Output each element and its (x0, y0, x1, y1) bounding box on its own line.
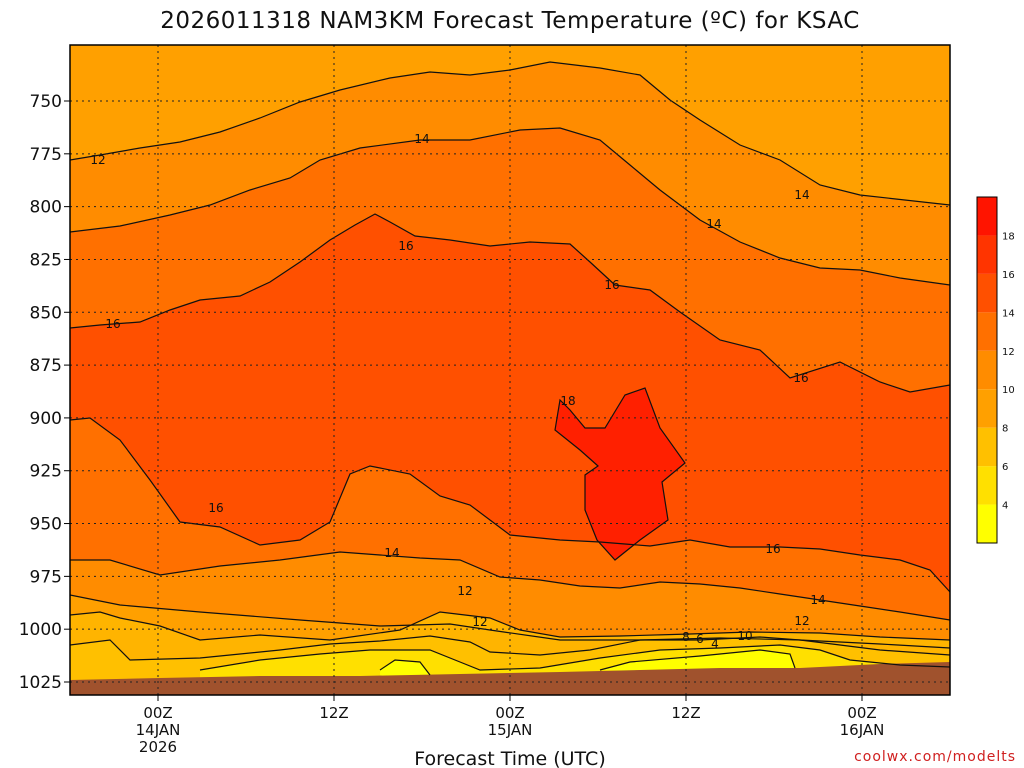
colorbar-swatch (977, 504, 997, 543)
y-tick-label: 975 (30, 567, 62, 587)
x-tick-label: 15JAN (488, 721, 533, 739)
contour-line-14-upper (70, 127, 950, 286)
colorbar-swatch (977, 197, 997, 236)
contour-label: 14 (384, 546, 399, 560)
colorbar-tick-label: 6 (1002, 462, 1008, 473)
contour-label: 14 (794, 188, 809, 202)
contour-label: 6 (696, 632, 704, 646)
x-tick-label: 12Z (671, 704, 700, 722)
contour-label: 16 (398, 239, 413, 253)
y-tick-label: 875 (30, 356, 62, 376)
y-tick-label: 800 (30, 198, 62, 218)
chart-title: 2026011318 NAM3KM Forecast Temperature (… (160, 8, 860, 34)
contour-line-10 (70, 611, 950, 641)
contour-label: 14 (810, 593, 825, 607)
colorbar-swatch (977, 350, 997, 390)
contour-line-6 (199, 644, 950, 671)
contour-label: 12 (90, 153, 105, 167)
colorbar-tick-label: 4 (1002, 501, 1008, 512)
contour-label: 14 (414, 132, 429, 146)
contour-label: 16 (765, 542, 780, 556)
contour-label: 12 (457, 584, 472, 598)
contour-line-16 (70, 213, 950, 593)
contour-label: 8 (682, 630, 690, 644)
y-tick-label: 850 (30, 303, 62, 323)
colorbar-swatch (977, 273, 997, 313)
x-tick-label: 16JAN (840, 721, 885, 739)
contour-label: 12 (794, 614, 809, 628)
contour-label: 18 (560, 394, 575, 408)
contour-lines (70, 61, 950, 676)
contour-label: 14 (706, 217, 721, 231)
x-tick-label: 00Z (495, 704, 524, 722)
colorbar-swatch (977, 389, 997, 428)
colorbar-tick-label: 10 (1002, 385, 1015, 396)
y-tick-label: 900 (30, 409, 62, 429)
y-tick-label: 775 (30, 145, 62, 165)
colorbar-swatch (977, 235, 997, 274)
contour-line-18 (554, 387, 686, 561)
y-tick-label: 750 (30, 92, 62, 112)
band-16-18 (70, 214, 950, 592)
contour-label: 10 (737, 629, 752, 643)
colorbar-tick-label: 8 (1002, 424, 1008, 435)
x-axis-label: Forecast Time (UTC) (414, 748, 605, 768)
x-tick-label: 12Z (319, 704, 348, 722)
y-tick-label: 925 (30, 462, 62, 482)
contour-line-14-lower (70, 551, 950, 621)
colorbar-swatch (977, 427, 997, 467)
colorbar-tick-label: 16 (1002, 270, 1015, 281)
x-tick-label: 2026 (139, 738, 177, 756)
gridlines (70, 45, 950, 695)
x-tick-label: 00Z (847, 704, 876, 722)
band-18-plus (555, 388, 685, 560)
y-tick-label: 1025 (19, 673, 62, 693)
contour-label: 16 (208, 501, 223, 515)
y-tick-label: 950 (30, 515, 62, 535)
colorbar-tick-label: 18 (1002, 231, 1015, 242)
colorbar-swatch (977, 312, 997, 351)
colorbar-frame (976, 196, 998, 544)
y-tick-label: 825 (30, 250, 62, 270)
contour-label: 16 (604, 278, 619, 292)
x-tick-label: 14JAN (136, 721, 181, 739)
x-tick-label: 00Z (143, 704, 172, 722)
contour-line-4 (379, 649, 796, 676)
contour-fill-layer: 12 14 16 16 16 16 16 14 14 16 14 14 12 1… (70, 45, 950, 695)
contour-label: 16 (105, 317, 120, 331)
contour-label: 16 (793, 371, 808, 385)
credit-text: coolwx.com/modelts (854, 749, 1016, 765)
colorbar-tick-label: 12 (1002, 347, 1015, 358)
y-axis: 750 775 800 825 850 875 900 925 950 975 1000 1025 (19, 92, 70, 693)
y-tick-label: 1000 (19, 620, 62, 640)
contour-line-8 (70, 635, 950, 661)
contour-labels: 12 14 16 16 16 16 16 14 14 16 14 14 12 1… (90, 132, 825, 651)
colorbar: 4 6 8 10 12 14 16 18 (976, 196, 1015, 544)
colorbar-tick-label: 14 (1002, 308, 1015, 319)
contour-label: 12 (472, 615, 487, 629)
colorbar-swatch (977, 466, 997, 505)
terrain (70, 662, 950, 695)
contour-line-12-upper (70, 61, 950, 206)
contour-label: 4 (711, 637, 719, 651)
